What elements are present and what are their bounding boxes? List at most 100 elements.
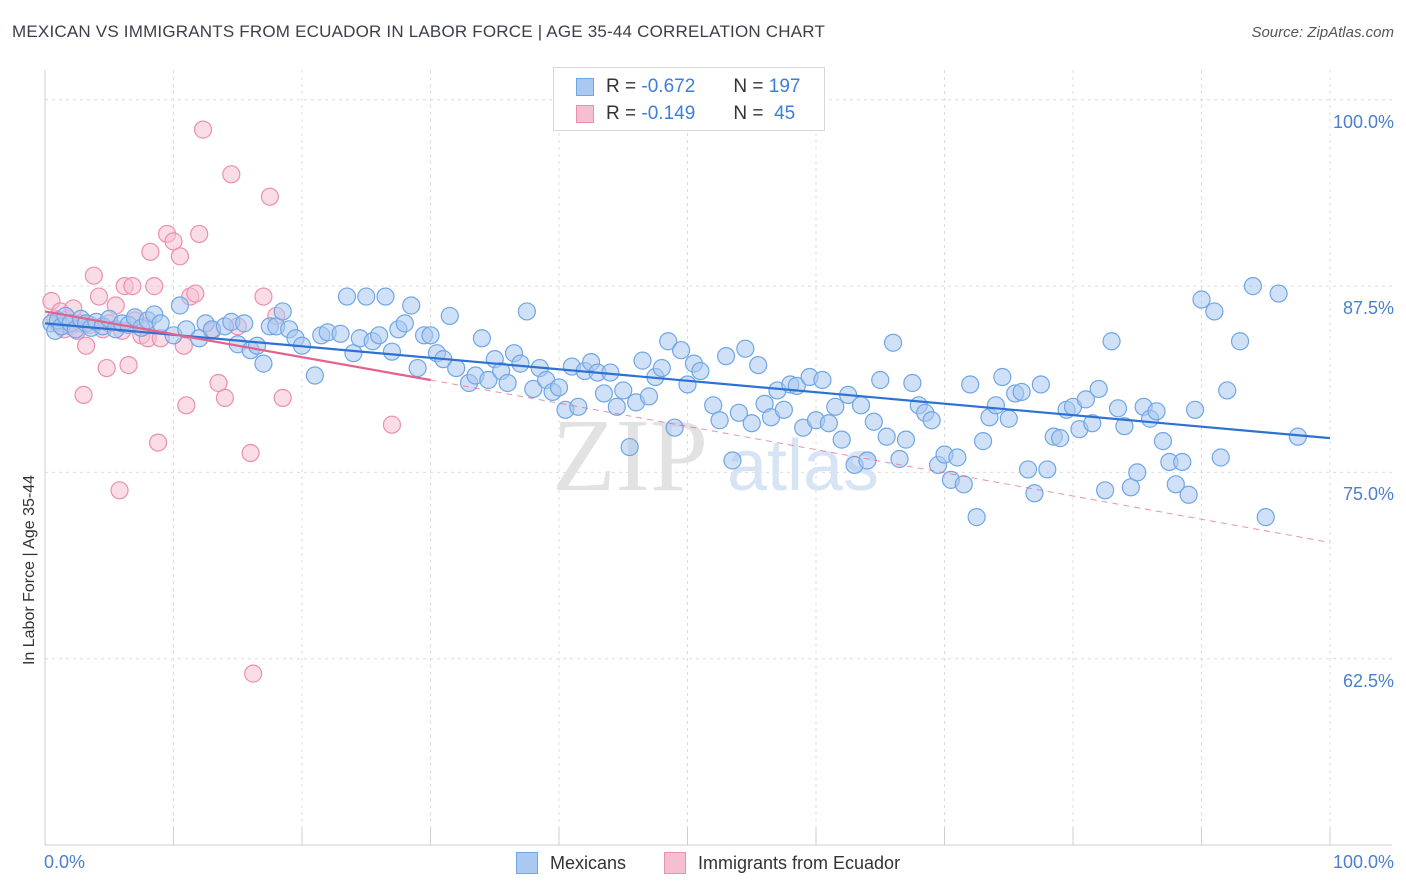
point-mexicans [1218, 381, 1237, 400]
series-ecuador-points [42, 120, 402, 683]
point-mexicans [1102, 332, 1121, 351]
point-ecuador [190, 224, 209, 244]
point-mexicans [999, 409, 1018, 428]
point-mexicans [170, 296, 190, 315]
point-ecuador [260, 187, 279, 206]
y-tick-label: 100.0% [1332, 111, 1394, 132]
point-mexicans [569, 397, 588, 416]
point-mexicans [402, 296, 421, 315]
point-mexicans [1211, 448, 1230, 467]
point-mexicans [736, 339, 755, 358]
point-mexicans [440, 306, 459, 326]
point-mexicans [826, 397, 845, 416]
r-value-mexicans: -0.672 [641, 76, 696, 97]
point-mexicans [1243, 277, 1263, 296]
point-mexicans [1076, 390, 1095, 409]
point-mexicans [1166, 475, 1185, 494]
trend-line-ecuador [44, 310, 431, 382]
point-mexicans [819, 414, 838, 433]
point-mexicans [671, 341, 691, 360]
correlation-legend: R = -0.672 N = 197 R = -0.149 N = 45 [553, 67, 825, 131]
point-mexicans [749, 355, 768, 375]
point-mexicans [877, 427, 896, 446]
point-mexicans [1096, 481, 1115, 500]
series-mexicans-points [42, 277, 1307, 527]
point-mexicans [1205, 302, 1224, 321]
point-mexicans [1185, 400, 1205, 419]
point-ecuador [177, 396, 196, 415]
point-ecuador [382, 415, 402, 434]
point-ecuador [254, 287, 273, 306]
point-mexicans [1173, 452, 1192, 472]
point-ecuador [241, 443, 260, 463]
point-mexicans [967, 508, 986, 527]
n-label: N = [733, 76, 764, 97]
point-mexicans [1153, 432, 1173, 451]
legend-row-mexicans: R = -0.672 N = 197 [576, 75, 800, 99]
point-ecuador [77, 336, 96, 355]
point-mexicans [247, 336, 267, 355]
point-ecuador [89, 287, 109, 306]
point-mexicans [1012, 382, 1031, 402]
point-mexicans [1147, 402, 1166, 421]
point-mexicans [973, 432, 993, 451]
point-mexicans [177, 320, 196, 339]
point-mexicans [395, 314, 414, 333]
legend-row-ecuador: R = -0.149 N = 45 [576, 102, 795, 126]
point-ecuador [215, 388, 234, 407]
bottom-legend-swatch-blue [516, 852, 538, 874]
n-value-ecuador: 45 [774, 103, 796, 124]
point-mexicans [447, 358, 466, 378]
point-mexicans [1128, 463, 1147, 482]
x-tick-max: 100.0% [1332, 852, 1394, 872]
point-mexicans [370, 326, 389, 345]
point-ecuador [110, 481, 129, 500]
point-mexicans [716, 347, 736, 366]
point-mexicans [1115, 417, 1134, 436]
point-mexicans [1089, 379, 1108, 399]
point-mexicans [961, 375, 980, 394]
point-ecuador [273, 388, 292, 407]
point-mexicans [1025, 484, 1044, 503]
point-mexicans [851, 396, 871, 415]
point-mexicans [993, 367, 1012, 387]
point-mexicans [1230, 332, 1250, 351]
point-ecuador [74, 385, 93, 405]
point-mexicans [864, 412, 883, 431]
point-ecuador [84, 266, 103, 285]
point-mexicans [710, 411, 729, 430]
x-tick-min: 0.0% [44, 852, 86, 872]
point-ecuador [170, 247, 190, 266]
chart-source: Source: ZipAtlas.com [1251, 24, 1394, 41]
bottom-legend-mexicans: Mexicans [516, 851, 626, 875]
point-ecuador [97, 358, 116, 378]
point-mexicans [235, 314, 254, 333]
point-ecuador [123, 277, 142, 296]
point-mexicans [479, 370, 498, 390]
point-mexicans [1083, 414, 1102, 433]
point-mexicans [382, 342, 402, 361]
point-mexicans [678, 375, 697, 394]
point-mexicans [1192, 290, 1211, 309]
bottom-legend-label-mexicans: Mexicans [550, 852, 627, 873]
point-mexicans [665, 418, 684, 437]
point-ecuador [145, 277, 164, 296]
r-label: R = [606, 76, 637, 97]
trend-line-ecuador-extension [430, 379, 1331, 543]
bottom-legend-swatch-pink [664, 852, 686, 874]
point-ecuador [141, 242, 160, 261]
point-ecuador [148, 433, 168, 452]
chart-title: MEXICAN VS IMMIGRANTS FROM ECUADOR IN LA… [12, 22, 826, 41]
point-mexicans [254, 354, 273, 373]
trend-lines [44, 310, 1331, 543]
point-mexicans [890, 449, 909, 469]
point-mexicans [1179, 485, 1198, 504]
point-mexicans [832, 430, 851, 449]
point-ecuador [244, 664, 263, 683]
axes [44, 70, 1392, 846]
r-label: R = [606, 103, 637, 124]
bottom-legend-label-ecuador: Immigrants from Ecuador [698, 852, 901, 873]
point-mexicans [986, 396, 1006, 415]
grid-lines [44, 70, 1392, 845]
point-mexicans [633, 351, 652, 370]
